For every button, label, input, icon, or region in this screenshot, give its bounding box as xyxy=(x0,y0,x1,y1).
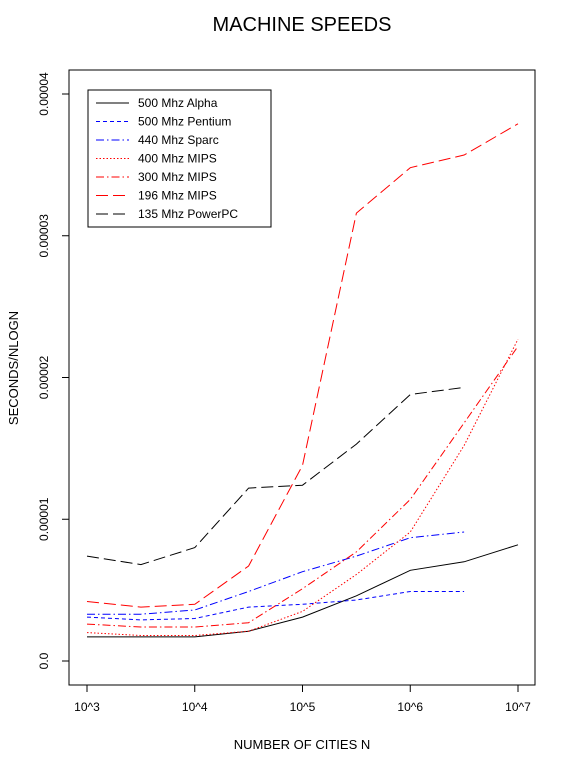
y-tick-label: 0.00001 xyxy=(37,497,51,541)
legend-label: 500 Mhz Alpha xyxy=(138,96,218,110)
y-tick-label: 0.00002 xyxy=(37,355,51,399)
legend-label: 196 Mhz MIPS xyxy=(138,189,217,203)
axes: 10^3 10^4 10^5 10^6 10^7 0.0 0.00001 0.00002 0.0… xyxy=(37,72,531,714)
x-tick-label: 10^7 xyxy=(505,700,531,714)
legend-label: 135 Mhz PowerPC xyxy=(138,207,238,221)
x-tick-label: 10^4 xyxy=(182,700,208,714)
series-line-6 xyxy=(86,386,465,566)
series-line-3 xyxy=(86,338,519,636)
legend-label: 440 Mhz Sparc xyxy=(138,133,219,147)
legend-label: 400 Mhz MIPS xyxy=(138,152,217,166)
legend-label: 500 Mhz Pentium xyxy=(138,115,231,129)
series-line-5 xyxy=(86,123,519,608)
y-axis-title: SECONDS/NLOGN xyxy=(6,311,21,425)
y-tick-label: 0.00004 xyxy=(37,72,51,116)
legend-label: 300 Mhz MIPS xyxy=(138,170,217,184)
y-tick-label: 0.00003 xyxy=(37,214,51,258)
chart-title: MACHINE SPEEDS xyxy=(213,14,392,36)
x-axis-title: NUMBER OF CITIES N xyxy=(234,737,371,752)
legend: 500 Mhz Alpha 500 Mhz Pentium 440 Mhz Spar… xyxy=(87,89,272,228)
series-lines xyxy=(86,123,519,638)
y-tick-label: 0.0 xyxy=(37,652,51,669)
x-tick-label: 10^6 xyxy=(397,700,423,714)
x-tick-label: 10^3 xyxy=(74,700,100,714)
x-tick-label: 10^5 xyxy=(290,700,316,714)
series-line-0 xyxy=(87,544,519,638)
series-line-2 xyxy=(87,531,465,615)
